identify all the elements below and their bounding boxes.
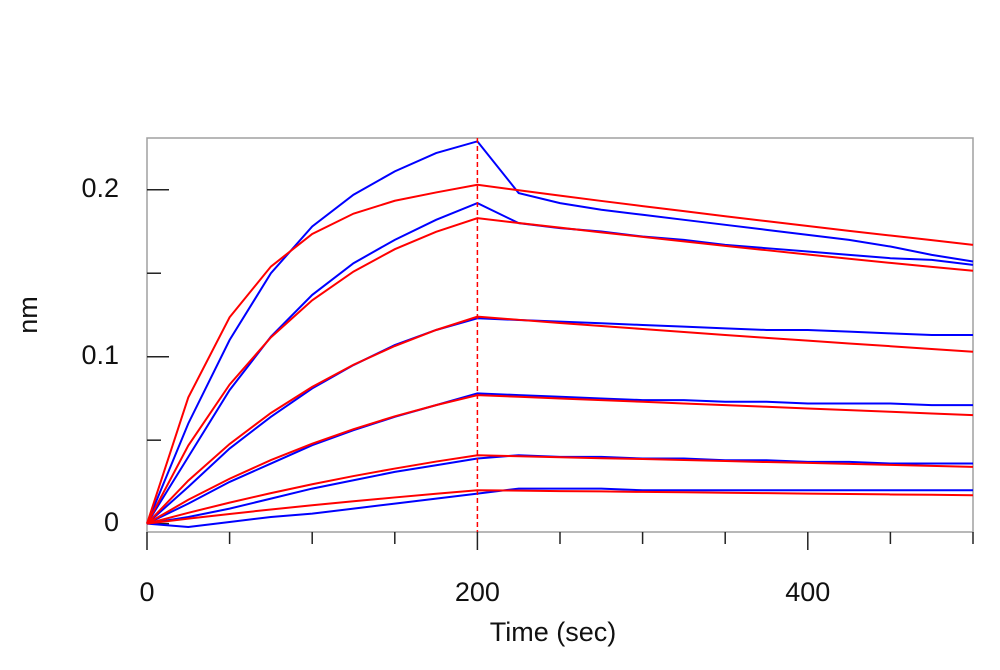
x-axis-label: Time (sec) (490, 617, 617, 647)
data-line (146, 394, 974, 525)
data-line (146, 183, 974, 524)
x-tick-label: 0 (139, 577, 154, 607)
y-tick-label: 0.2 (81, 173, 119, 203)
data-line (146, 454, 974, 525)
data-line (146, 217, 974, 525)
plot-frame (146, 137, 974, 533)
data-line (146, 315, 974, 525)
y-tick-label: 0 (104, 507, 119, 537)
data-line (146, 487, 973, 528)
data-line (146, 202, 974, 525)
y-axis-label: nm (13, 296, 43, 334)
y-tick-label: 0.1 (81, 340, 119, 370)
data-line (146, 392, 973, 525)
data-line (146, 489, 974, 525)
data-line (146, 317, 973, 525)
x-tick-label: 200 (455, 577, 500, 607)
data-line (146, 140, 974, 525)
x-tick-label: 400 (785, 577, 830, 607)
